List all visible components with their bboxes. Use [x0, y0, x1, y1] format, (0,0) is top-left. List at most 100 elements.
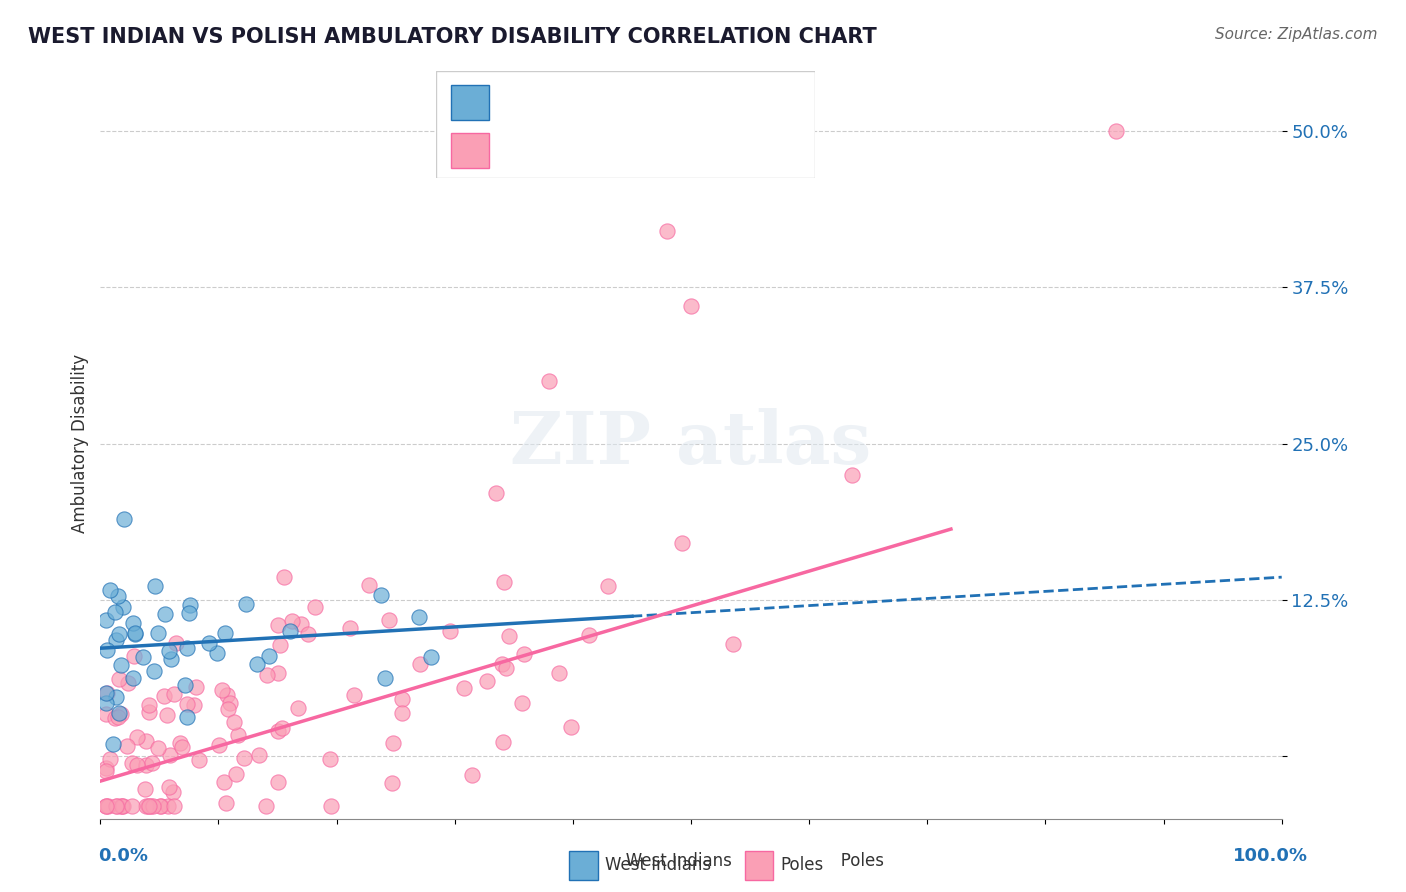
Point [343, 688, 366, 702]
Point [98, 582, 121, 597]
Point [176, 710, 198, 724]
Y-axis label: Ambulatory Disability: Ambulatory Disability [72, 354, 89, 533]
Point [142, 664, 165, 678]
Text: 0.126: 0.126 [550, 94, 602, 112]
Point [124, 648, 146, 663]
Point [138, 705, 160, 719]
Point [408, 610, 430, 624]
Point [149, 799, 172, 814]
Point [103, 711, 125, 725]
Point [138, 799, 160, 814]
Point [560, 720, 582, 734]
Point [184, 681, 207, 695]
Point [122, 671, 145, 685]
Text: ZIP atlas: ZIP atlas [510, 408, 872, 479]
Point [1105, 124, 1128, 138]
Point [222, 714, 245, 729]
Point [96, 696, 118, 710]
Point [112, 511, 135, 525]
Point [142, 799, 165, 814]
Point [96, 706, 118, 721]
Point [198, 636, 221, 650]
Bar [745, 851, 773, 880]
Point [111, 600, 134, 615]
Text: 0.0%: 0.0% [98, 847, 149, 865]
Point [254, 799, 277, 814]
Point [110, 799, 132, 814]
Point [122, 616, 145, 631]
FancyBboxPatch shape [436, 71, 815, 178]
Text: Source: ZipAtlas.com: Source: ZipAtlas.com [1215, 27, 1378, 42]
Point [596, 579, 619, 593]
Point [176, 640, 198, 655]
Point [269, 638, 291, 652]
Point [267, 618, 290, 632]
Point [267, 723, 290, 738]
Point [491, 657, 513, 672]
Point [510, 696, 533, 710]
Point [498, 629, 520, 643]
Text: WEST INDIAN VS POLISH AMBULATORY DISABILITY CORRELATION CHART: WEST INDIAN VS POLISH AMBULATORY DISABIL… [28, 27, 877, 46]
Point [212, 775, 235, 789]
Text: 0.570: 0.570 [550, 142, 602, 160]
Point [215, 688, 238, 702]
Point [391, 692, 413, 706]
Point [679, 299, 702, 313]
Point [409, 657, 432, 671]
Point [321, 799, 343, 814]
Point [370, 588, 392, 602]
Point [105, 799, 128, 814]
Point [381, 775, 404, 789]
Point [146, 625, 169, 640]
Point [162, 784, 184, 798]
Point [117, 676, 139, 690]
Point [339, 621, 361, 635]
Point [475, 674, 498, 689]
Point [121, 756, 143, 770]
Point [152, 689, 174, 703]
Point [108, 627, 131, 641]
Point [280, 624, 302, 639]
Point [273, 570, 295, 584]
Point [391, 706, 413, 720]
Point [538, 374, 561, 388]
Point [96, 685, 118, 699]
Point [492, 575, 515, 590]
Text: 42: 42 [695, 94, 717, 112]
Point [103, 606, 125, 620]
Text: N =: N = [645, 142, 682, 160]
Point [105, 632, 128, 647]
Bar [451, 86, 489, 120]
Text: R =: R = [505, 94, 540, 112]
Point [177, 606, 200, 620]
Point [657, 224, 679, 238]
Point [176, 697, 198, 711]
Bar [451, 134, 489, 168]
Point [134, 782, 156, 797]
Point [495, 660, 517, 674]
Point [96, 613, 118, 627]
Point [174, 678, 197, 692]
Point [135, 799, 157, 814]
Point [290, 617, 312, 632]
Text: 100.0%: 100.0% [1233, 847, 1308, 865]
Point [121, 799, 143, 814]
Point [96, 686, 118, 700]
Point [547, 666, 569, 681]
Bar [569, 851, 598, 880]
Point [226, 727, 249, 741]
Point [319, 752, 342, 766]
Point [492, 735, 515, 749]
Point [101, 737, 124, 751]
Point [271, 722, 294, 736]
Point [107, 710, 129, 724]
Point [125, 730, 148, 744]
Point [124, 625, 146, 640]
Point [125, 758, 148, 772]
Point [256, 668, 278, 682]
Point [304, 600, 326, 615]
Point [153, 607, 176, 621]
Point [235, 597, 257, 611]
Point [138, 698, 160, 712]
Point [287, 701, 309, 715]
